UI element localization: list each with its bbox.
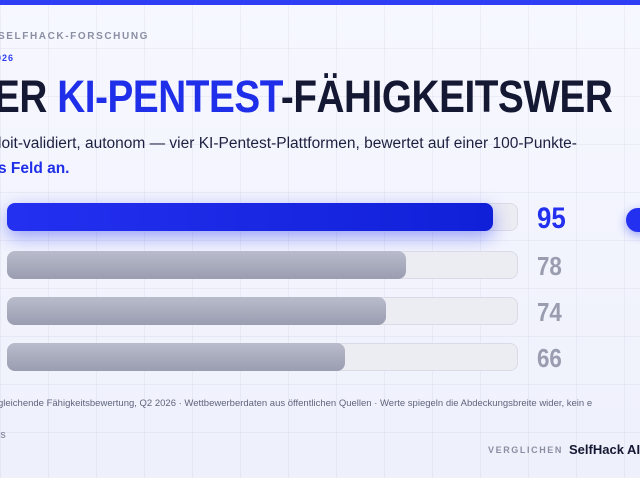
- headline: ER KI-PENTEST-FÄHIGKEITSWER: [0, 71, 613, 123]
- bar-chart: 95 78 74 66: [0, 190, 640, 390]
- date-label: 026: [0, 53, 15, 63]
- bar-value-label: 95: [537, 202, 566, 235]
- bar: [7, 343, 345, 371]
- headline-pre: ER: [0, 71, 58, 122]
- subtitle-line-1: loit-validiert, autonom — vier KI-Pentes…: [0, 135, 577, 152]
- corner-label: TS: [0, 431, 8, 440]
- bar-value-label: 66: [537, 343, 562, 373]
- bar: [7, 203, 493, 231]
- highlight-dot: [626, 208, 640, 232]
- bar: [7, 251, 407, 279]
- subtitle-line-2: s Feld an.: [0, 160, 70, 177]
- bar-value-label: 74: [537, 297, 562, 327]
- bar: [7, 297, 386, 325]
- bar-value-label: 78: [537, 251, 562, 281]
- headline-post: -FÄHIGKEITSWER: [280, 71, 613, 122]
- compare-label: VERGLICHEN: [488, 445, 564, 455]
- top-accent-bar: [0, 0, 640, 5]
- headline-accent: KI-PENTEST: [57, 71, 281, 122]
- brand-logo: SelfHack AI: [569, 442, 640, 457]
- footnote: gleichende Fähigkeitsbewertung, Q2 2026 …: [0, 398, 593, 409]
- eyebrow-label: SELFHACK-FORSCHUNG: [0, 31, 150, 42]
